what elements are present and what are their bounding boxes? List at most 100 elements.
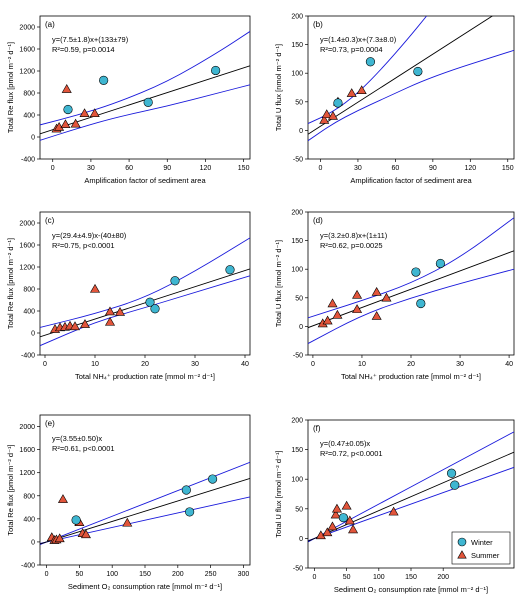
data-points — [51, 65, 221, 133]
summer-point — [89, 283, 101, 293]
x-tick-label: 50 — [343, 574, 351, 581]
y-tick-label: -50 — [293, 566, 303, 573]
fit-equation: y=(3.55±0.50)x — [52, 434, 102, 443]
x-tick-label: 90 — [429, 165, 437, 172]
summer-point — [70, 118, 81, 128]
regression-line — [40, 478, 250, 545]
regression-line — [308, 250, 514, 329]
x-tick-label: 100 — [373, 574, 385, 581]
summer-point — [341, 500, 352, 510]
legend-summer-label: Summer — [471, 551, 500, 560]
y-tick-label: 200 — [291, 418, 303, 425]
summer-point — [381, 292, 392, 302]
summer-point — [344, 515, 355, 525]
y-tick-label: 0 — [299, 128, 303, 135]
y-tick-label: 400 — [23, 309, 35, 316]
x-tick-label: 100 — [106, 571, 118, 578]
y-tick-label: 400 — [23, 516, 35, 523]
fit-statistics: R²=0.61, p<0.0001 — [52, 444, 115, 453]
x-axis-label: Total NH₄⁺ production rate [mmol m⁻² d⁻¹… — [341, 372, 481, 381]
fit-statistics: R²=0.72, p<0.0001 — [320, 449, 383, 458]
summer-point — [352, 289, 363, 299]
x-tick-label: 60 — [391, 165, 399, 172]
y-tick-label: 150 — [291, 42, 303, 49]
y-tick-label: 50 — [295, 99, 303, 106]
summer-point — [332, 309, 343, 319]
data-points — [317, 258, 446, 328]
x-tick-label: 30 — [456, 361, 464, 368]
legend-box — [451, 531, 511, 565]
y-tick-label: 1200 — [19, 265, 35, 272]
confidence-lower-line — [40, 84, 250, 141]
x-tick-label: 10 — [358, 361, 366, 368]
summer-point — [54, 533, 65, 543]
y-tick-label: 1600 — [19, 243, 35, 250]
x-tick-label: 200 — [437, 574, 449, 581]
y-axis-label: Total Re flux [pmol m⁻² d⁻¹] — [6, 444, 15, 535]
y-tick-label: 2000 — [19, 221, 35, 228]
x-tick-label: 20 — [407, 361, 415, 368]
regression-line — [308, 16, 494, 135]
summer-point — [89, 108, 100, 118]
x-axis-label: Total NH₄⁺ production rate [mmol m⁻² d⁻¹… — [75, 372, 215, 381]
summer-point — [319, 114, 330, 124]
winter-point — [338, 513, 349, 523]
summer-point — [388, 506, 399, 516]
summer-point — [79, 108, 90, 118]
y-axis-label: Total Re flux [pmol m⁻² d⁻¹] — [6, 42, 15, 133]
confidence-upper-line — [40, 237, 250, 328]
plot-frame — [39, 15, 251, 160]
winter-point — [143, 97, 153, 107]
y-tick-label: 50 — [295, 295, 303, 302]
winter-point — [211, 65, 221, 76]
winter-point — [145, 297, 155, 307]
fit-equation: y=(7.5±1.8)x+(133±79) — [52, 35, 129, 44]
summer-point — [69, 321, 81, 331]
winter-point — [365, 57, 376, 67]
y-tick-label: 1600 — [19, 447, 35, 454]
y-tick-label: 800 — [23, 493, 35, 500]
summer-point — [114, 306, 126, 316]
winter-point — [71, 515, 81, 525]
x-tick-label: 40 — [241, 361, 249, 368]
y-tick-label: 50 — [295, 506, 303, 513]
fit-lines — [308, 16, 514, 142]
summer-point — [322, 527, 333, 537]
x-tick-label: 30 — [87, 165, 95, 172]
summer-point — [79, 319, 91, 328]
y-tick-label: 1200 — [19, 470, 35, 477]
summer-point — [61, 84, 72, 93]
y-tick-label: -400 — [21, 157, 35, 164]
x-axis-label: Amplification factor of sediment area — [84, 176, 206, 185]
winter-point — [181, 485, 191, 495]
y-tick-label: -50 — [293, 353, 303, 360]
y-tick-label: 150 — [291, 447, 303, 454]
x-axis-label: Amplification factor of sediment area — [350, 176, 472, 185]
y-axis-label: Total Re flux [pmol m⁻² d⁻¹] — [6, 238, 15, 329]
winter-point — [150, 304, 160, 314]
panel-d: 0 10 20 30 40 -50 0 50 100 150 200 Total NH₄⁺ produ… — [274, 210, 515, 381]
winter-point — [413, 66, 423, 77]
confidence-lower-line — [40, 275, 250, 347]
fit-equation: y=(3.2±0.8)x+(1±11) — [320, 231, 388, 240]
y-tick-label: 0 — [299, 536, 303, 543]
x-tick-label: 0 — [311, 361, 315, 368]
x-tick-label: 120 — [200, 165, 212, 172]
summer-point — [104, 316, 116, 326]
y-tick-label: 0 — [31, 539, 35, 546]
x-tick-label: 90 — [163, 165, 171, 172]
x-tick-label: 250 — [205, 571, 217, 578]
x-tick-label: 0 — [312, 574, 316, 581]
summer-point — [57, 494, 68, 503]
x-tick-label: 0 — [319, 165, 323, 172]
x-tick-label: 30 — [354, 165, 362, 172]
confidence-lower-line — [308, 466, 514, 542]
summer-point — [122, 517, 133, 527]
data-points — [49, 265, 235, 333]
x-tick-label: 60 — [125, 165, 133, 172]
summer-point — [331, 503, 342, 513]
x-tick-label: 50 — [75, 571, 83, 578]
x-axis-label: Sediment O₂ consumption rate [mmol m⁻² d… — [334, 585, 488, 594]
y-axis-label: Total U flux [nmol m⁻² d⁻¹] — [274, 44, 283, 131]
